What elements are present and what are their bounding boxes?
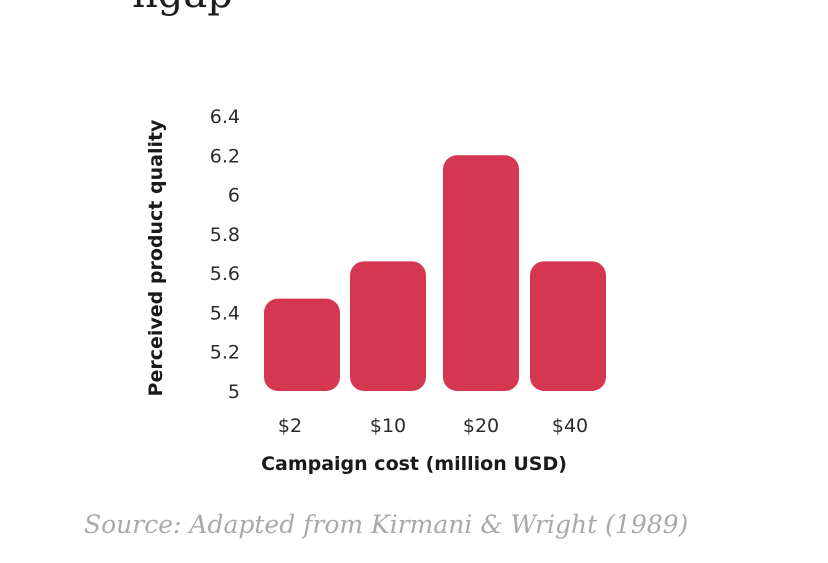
- y-tick-label: 6.2: [210, 145, 240, 167]
- x-tick-label: $2: [278, 415, 302, 437]
- y-tick-labels: 5 5.2 5.4 5.6 5.8 6 6.2 6.4: [210, 106, 240, 403]
- x-tick-label: $20: [463, 415, 499, 437]
- source-caption: Source: Adapted from Kirmani & Wright (1…: [84, 510, 689, 539]
- x-tick-label: $40: [552, 415, 588, 437]
- x-tick-label: $10: [370, 415, 406, 437]
- bar-2: [264, 298, 340, 391]
- y-tick-label: 6: [228, 185, 240, 207]
- y-tick-label: 5: [228, 381, 240, 403]
- y-tick-label: 6.4: [210, 106, 240, 128]
- x-tick-labels: $2 $10 $20 $40: [278, 415, 588, 437]
- x-axis-label: Campaign cost (million USD): [261, 453, 567, 475]
- cutoff-heading: ngap: [132, 0, 233, 14]
- y-tick-label: 5.6: [210, 263, 240, 285]
- bar-20: [443, 155, 519, 391]
- y-tick-label: 5.2: [210, 342, 240, 364]
- bars-group: [264, 155, 606, 391]
- y-tick-label: 5.4: [210, 302, 240, 324]
- y-axis-label: Perceived product quality: [145, 119, 167, 396]
- bar-10: [350, 261, 426, 391]
- y-tick-label: 5.8: [210, 224, 240, 246]
- bar-40: [530, 261, 606, 391]
